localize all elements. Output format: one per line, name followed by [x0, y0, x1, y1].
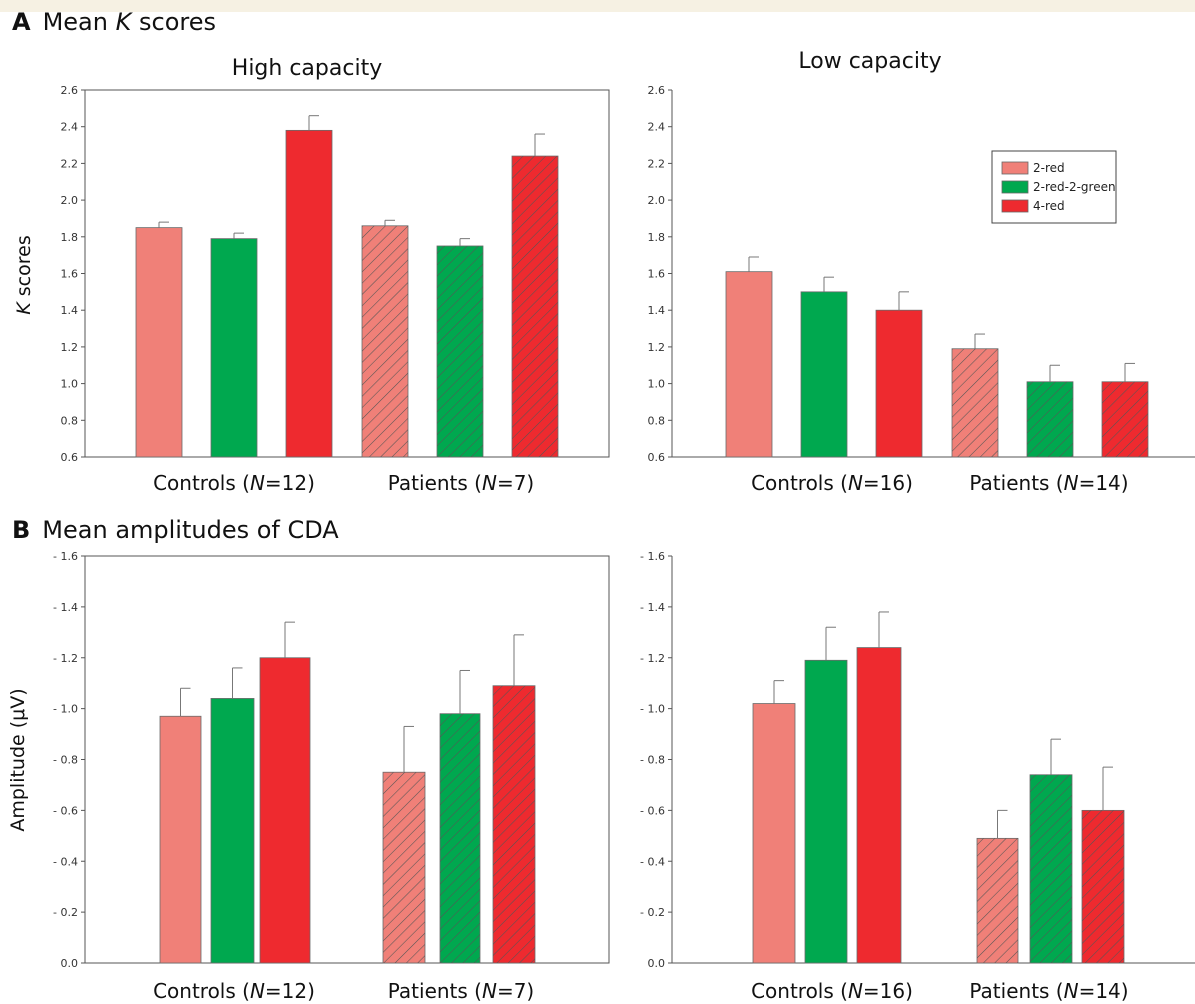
y-tick-label: - 0.6: [640, 804, 665, 817]
y-tick-label: - 1.4: [53, 601, 78, 614]
y-tick-label: 1.8: [648, 231, 666, 244]
bar-4-red: [285, 129, 333, 458]
group-label: Controls (N=16): [751, 979, 913, 1003]
y-tick-label: 1.6: [648, 268, 666, 281]
y-tick-label: 0.8: [61, 414, 79, 427]
section-a-letter: A: [12, 8, 31, 36]
bar-hatch: [1027, 381, 1073, 457]
y-tick-label: - 1.6: [53, 550, 78, 563]
chart-b-low: 0.0 - 0.2 - 0.4 - 0.6 - 0.8 - 1.0 - 1.2 - 1.4 - …: [640, 550, 1195, 1003]
y-tick-label: 1.4: [61, 304, 79, 317]
y-tick-label: 1.0: [61, 378, 79, 391]
y-tick-label: - 0.2: [640, 906, 665, 919]
y-tick-label: 1.8: [61, 231, 79, 244]
section-b-title-text: Mean amplitudes of CDA: [42, 516, 339, 544]
y-tick-label: 2.2: [648, 157, 666, 170]
y-tick-label: 0.6: [61, 451, 79, 464]
bar-hatch: [437, 245, 483, 457]
bar-hatch: [440, 713, 480, 963]
group-label: Controls (N=12): [153, 471, 315, 495]
y-tick-label: 2.0: [61, 194, 79, 207]
group-label: Patients (N=14): [969, 471, 1128, 495]
bar-hatch: [1102, 381, 1148, 457]
legend-swatch: [1001, 180, 1029, 194]
legend-label: 2-red: [1033, 161, 1065, 175]
y-tick-label: 1.6: [61, 268, 79, 281]
legend-swatch: [1001, 161, 1029, 175]
group-label: Patients (N=7): [388, 471, 534, 495]
bar-4-red: [875, 309, 923, 458]
y-tick-label: - 0.4: [53, 855, 78, 868]
y-tick-label: - 0.4: [640, 855, 665, 868]
y-tick-label: 2.0: [648, 194, 666, 207]
bar-2-red-2-green: [210, 698, 255, 964]
panel-title: High capacity: [232, 56, 382, 81]
legend-swatch: [1001, 199, 1029, 213]
legend-label: 4-red: [1033, 199, 1065, 213]
bar-2-red: [752, 703, 796, 964]
bar-hatch: [977, 838, 1018, 963]
section-b-title: B Mean amplitudes of CDA: [12, 516, 339, 544]
y-tick-label: - 1.6: [640, 550, 665, 563]
y-tick-label: 2.4: [61, 121, 79, 134]
bar-hatch: [1082, 810, 1124, 963]
bar-2-red: [159, 715, 202, 964]
chart-a-high: 0.6 0.8 1.0 1.2 1.4 1.6 1.8 2.0 2.2 2.4 2.6 High ca…: [13, 56, 610, 495]
y-tick-label: 1.4: [648, 304, 666, 317]
top-band: [0, 0, 1195, 12]
y-tick-label: - 0.2: [53, 906, 78, 919]
y-tick-label: 2.6: [61, 84, 79, 97]
y-axis-label: K scores: [13, 235, 35, 314]
group-label: Patients (N=7): [388, 979, 534, 1003]
y-tick-label: 0.6: [648, 451, 666, 464]
y-tick-label: - 1.0: [53, 703, 78, 716]
section-a-title-italic: K: [115, 8, 132, 36]
bar-2-red-2-green: [800, 291, 848, 458]
bar-2-red-2-green: [210, 238, 258, 458]
y-tick-label: - 1.2: [640, 652, 665, 665]
bar-hatch: [512, 156, 558, 457]
bar-2-red: [725, 271, 773, 458]
y-tick-label: 1.0: [648, 378, 666, 391]
bar-4-red: [259, 657, 311, 964]
y-axis-label: Amplitude (μV): [7, 688, 29, 831]
bar-hatch: [1030, 774, 1072, 963]
y-tick-label: - 1.0: [640, 703, 665, 716]
y-tick-label: - 1.2: [53, 652, 78, 665]
bar-hatch: [362, 225, 408, 457]
chart-a-low: 0.6 0.8 1.0 1.2 1.4 1.6 1.8 2.0 2.2 2.4 2.6 Low cap…: [648, 49, 1195, 495]
y-tick-label: 0.0: [648, 957, 666, 970]
panel-title: Low capacity: [798, 49, 941, 74]
y-tick-label: 1.2: [648, 341, 666, 354]
bar-4-red: [856, 647, 902, 964]
bar-hatch: [383, 772, 425, 963]
section-a-title-pre: Mean: [42, 8, 116, 36]
y-tick-label: 0.8: [648, 414, 666, 427]
legend-label: 2-red-2-green: [1033, 180, 1116, 194]
section-a-title-post: scores: [131, 8, 216, 36]
bar-hatch: [952, 348, 998, 457]
section-b-letter: B: [12, 516, 31, 544]
y-tick-label: 0.0: [61, 957, 79, 970]
group-label: Controls (N=12): [153, 979, 315, 1003]
group-label: Controls (N=16): [751, 471, 913, 495]
group-label: Patients (N=14): [969, 979, 1128, 1003]
bar-hatch: [493, 685, 535, 963]
bar-2-red: [135, 227, 183, 458]
legend: 2-red 2-red-2-green 4-red: [991, 150, 1117, 224]
chart-b-high: 0.0 - 0.2 - 0.4 - 0.6 - 0.8 - 1.0 - 1.2 - 1.4 - …: [7, 550, 610, 1003]
bar-2-red-2-green: [804, 659, 848, 964]
y-tick-label: 1.2: [61, 341, 79, 354]
y-tick-label: - 0.8: [53, 754, 78, 767]
y-tick-label: - 0.6: [53, 804, 78, 817]
section-a-title: A Mean K scores: [12, 8, 216, 36]
y-tick-label: 2.4: [648, 121, 666, 134]
y-tick-label: - 1.4: [640, 601, 665, 614]
y-tick-label: 2.6: [648, 84, 666, 97]
y-tick-label: 2.2: [61, 157, 79, 170]
y-tick-label: - 0.8: [640, 754, 665, 767]
